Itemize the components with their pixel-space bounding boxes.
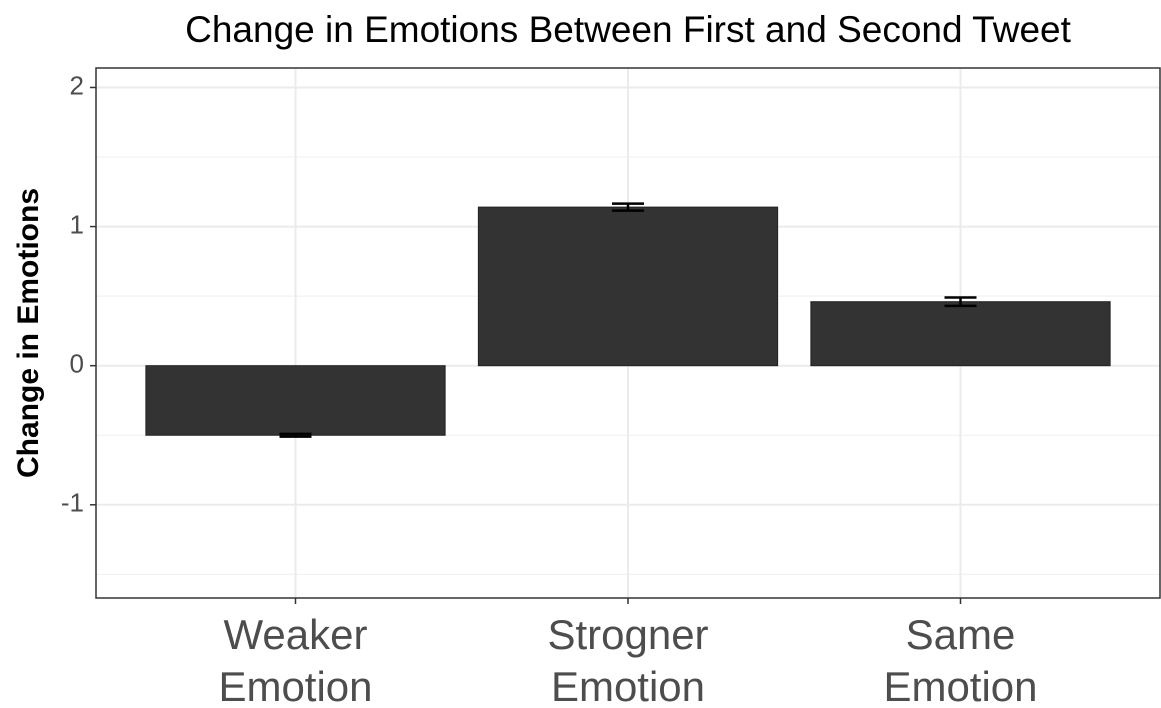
x-tick-label-line: Weaker: [224, 611, 368, 658]
panel-border: [95, 67, 1161, 599]
y-tick-label: 2: [70, 70, 84, 100]
chart-title: Change in Emotions Between First and Sec…: [185, 9, 1071, 50]
bar: [145, 365, 446, 436]
x-tick-label-line: Emotion: [218, 663, 372, 708]
error-bar: [612, 202, 644, 212]
x-tick-label-line: Emotion: [551, 663, 705, 708]
bar: [477, 206, 779, 367]
y-tick-label: 0: [70, 349, 84, 379]
error-bar: [279, 432, 312, 438]
y-axis-label: Change in Emotions: [12, 188, 45, 478]
error-bar: [944, 296, 977, 308]
x-tick-label: Strogner Emotion: [547, 611, 708, 708]
y-tick-label: -1: [61, 488, 84, 518]
x-tick-label-line: Same: [906, 611, 1016, 658]
y-tick-label: 1: [70, 209, 84, 239]
x-tick-label: Weaker Emotion: [218, 611, 372, 708]
bar: [810, 301, 1111, 367]
x-tick-label-line: Strogner: [547, 611, 708, 658]
x-tick-label-line: Emotion: [883, 663, 1037, 708]
x-tick-label: Same Emotion: [883, 611, 1037, 708]
